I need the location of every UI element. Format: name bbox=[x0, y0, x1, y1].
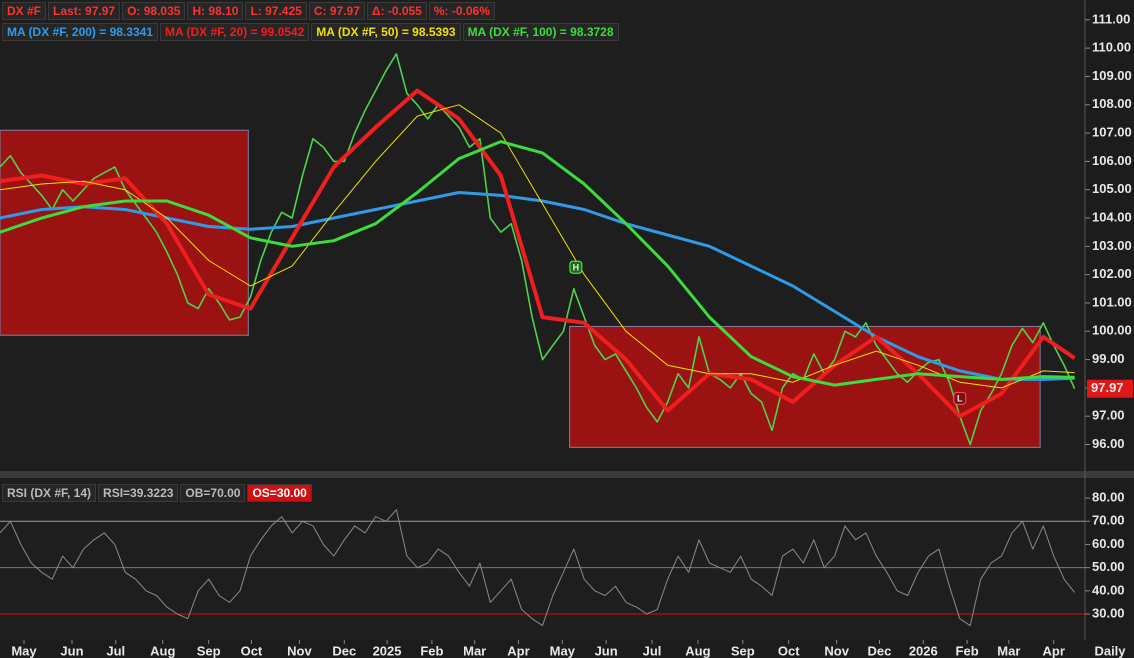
y-tick-label: 80.00 bbox=[1092, 490, 1125, 505]
x-tick-label: Jun bbox=[595, 643, 618, 658]
x-tick-label: Feb bbox=[420, 643, 443, 658]
x-tick-label: May bbox=[550, 643, 576, 658]
x-tick-label: 2026 bbox=[909, 643, 938, 658]
y-tick-label: 40.00 bbox=[1092, 582, 1125, 597]
stat: H: 98.10 bbox=[187, 2, 244, 20]
y-tick-label: 110.00 bbox=[1092, 40, 1131, 55]
marker-label: L bbox=[957, 394, 963, 404]
x-tick-label: Dec bbox=[868, 643, 892, 658]
y-tick-label: 102.00 bbox=[1092, 266, 1132, 281]
x-tick-label: 2025 bbox=[373, 643, 402, 658]
y-tick-label: 60.00 bbox=[1092, 536, 1125, 551]
period-label: Daily bbox=[1094, 643, 1126, 658]
last-price-box bbox=[1087, 379, 1133, 398]
y-tick-label: 100.00 bbox=[1092, 323, 1132, 338]
moving-average bbox=[0, 191, 1075, 381]
y-tick-label: 50.00 bbox=[1092, 559, 1125, 574]
stat: %: -0.06% bbox=[428, 2, 495, 20]
y-tick-label: 104.00 bbox=[1092, 209, 1132, 224]
x-tick-label: Nov bbox=[287, 643, 312, 658]
moving-average bbox=[0, 104, 1075, 389]
x-tick-label: Sep bbox=[197, 643, 221, 658]
stat: OB=70.00 bbox=[180, 484, 246, 502]
stat: Last: 97.97 bbox=[48, 2, 121, 20]
y-tick-label: 107.00 bbox=[1092, 125, 1132, 140]
stat: L: 97.425 bbox=[245, 2, 307, 20]
stat: RSI=39.3223 bbox=[98, 484, 179, 502]
x-tick-label: Aug bbox=[685, 643, 710, 658]
x-tick-label: Jul bbox=[106, 643, 125, 658]
y-tick-label: 108.00 bbox=[1092, 96, 1132, 111]
symbol: DX #F bbox=[2, 2, 47, 20]
x-tick-label: Jun bbox=[60, 643, 83, 658]
x-tick-label: Oct bbox=[241, 643, 263, 658]
stat: O: 98.035 bbox=[122, 2, 186, 20]
rsi-line bbox=[0, 509, 1075, 627]
drawn-rectangle bbox=[569, 325, 1041, 448]
ma-legend: MA (DX #F, 200) = 98.3341 MA (DX #F, 20) … bbox=[2, 23, 619, 41]
panel-divider bbox=[0, 471, 1134, 478]
y-tick-label: 97.00 bbox=[1092, 408, 1125, 423]
stat: Δ: -0.055 bbox=[366, 2, 427, 20]
x-tick-label: Jul bbox=[643, 643, 662, 658]
x-tick-label: May bbox=[11, 643, 37, 658]
y-tick-label: 70.00 bbox=[1092, 513, 1125, 528]
rsi-panel bbox=[0, 480, 1085, 640]
moving-average bbox=[0, 140, 1075, 387]
y-tick-label: 96.00 bbox=[1092, 436, 1125, 451]
stat: C: 97.97 bbox=[308, 2, 365, 20]
price-header: DX #F Last: 97.97 O: 98.035 H: 98.10 L: 97.… bbox=[2, 2, 495, 20]
moving-average bbox=[0, 88, 1076, 419]
y-tick-label: 105.00 bbox=[1092, 181, 1132, 196]
rsi-title: RSI (DX #F, 14) bbox=[2, 484, 97, 502]
x-tick-label: Sep bbox=[731, 643, 755, 658]
y-tick-label: 106.00 bbox=[1092, 153, 1132, 168]
x-tick-label: Oct bbox=[778, 643, 800, 658]
rsi-header: RSI (DX #F, 14) RSI=39.3223 OB=70.00 OS=30… bbox=[2, 484, 312, 502]
x-tick-label: Apr bbox=[507, 643, 529, 658]
ma-legend-item: MA (DX #F, 100) = 98.3728 bbox=[462, 23, 619, 41]
x-tick-label: Mar bbox=[463, 643, 486, 658]
y-tick-label: 111.00 bbox=[1092, 11, 1130, 26]
x-tick-label: Feb bbox=[956, 643, 979, 658]
ma-legend-item: MA (DX #F, 20) = 99.0542 bbox=[159, 23, 310, 41]
ma-legend-item: MA (DX #F, 200) = 98.3341 bbox=[2, 23, 158, 41]
ma-legend-item: MA (DX #F, 50) = 98.5393 bbox=[311, 23, 461, 41]
y-tick-label: 109.00 bbox=[1092, 68, 1132, 83]
y-tick-label: 101.00 bbox=[1092, 294, 1132, 309]
y-tick-label: 30.00 bbox=[1092, 605, 1125, 620]
x-tick-label: Nov bbox=[824, 643, 849, 658]
marker-box bbox=[953, 391, 967, 405]
y-tick-label: 103.00 bbox=[1092, 238, 1132, 253]
x-tick-label: Aug bbox=[150, 643, 175, 658]
marker-box bbox=[569, 260, 583, 274]
x-tick-label: Mar bbox=[997, 643, 1020, 658]
price-line bbox=[0, 53, 1076, 446]
y-tick-label: 99.00 bbox=[1092, 351, 1125, 366]
drawn-rectangle bbox=[0, 129, 249, 336]
marker-label: H bbox=[573, 263, 580, 273]
x-tick-label: Dec bbox=[332, 643, 356, 658]
stat: OS=30.00 bbox=[247, 484, 312, 502]
x-tick-label: Apr bbox=[1043, 643, 1065, 658]
last-price-label: 97.97 bbox=[1091, 380, 1124, 395]
